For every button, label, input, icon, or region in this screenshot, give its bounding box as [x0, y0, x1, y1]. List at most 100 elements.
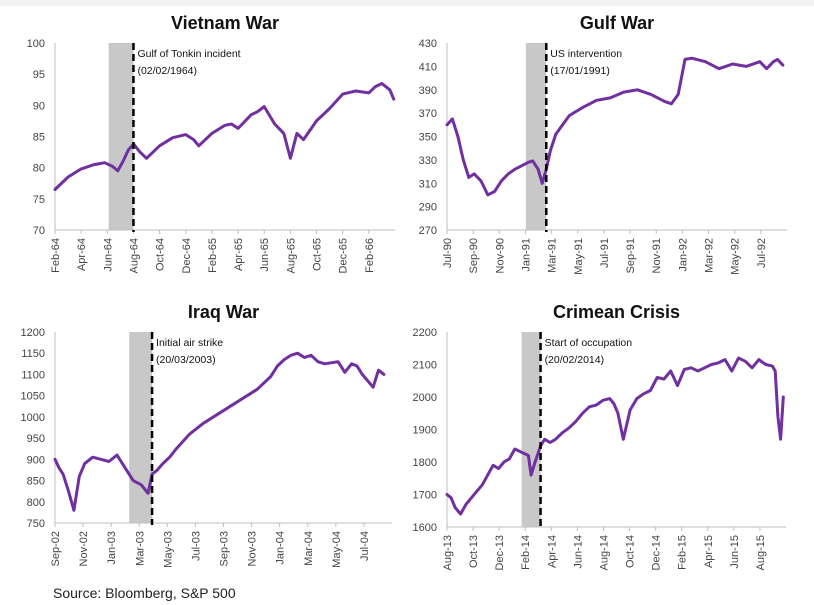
x-tick-label: Aug-15 [755, 535, 767, 570]
event-date: (17/01/1991) [550, 65, 610, 77]
source-note: Source: Bloomberg, S&P 500 [53, 585, 236, 601]
x-tick-label: Jan-04 [275, 531, 287, 565]
y-tick-label: 2200 [413, 327, 437, 339]
x-tick-label: Sep-91 [625, 238, 637, 273]
y-tick-label: 2000 [413, 392, 437, 404]
x-tick-label: Jul-04 [359, 531, 371, 561]
series-line [53, 82, 396, 191]
event-label: US intervention [550, 48, 622, 60]
x-tick-label: Nov-02 [78, 531, 90, 566]
y-tick-label: 310 [419, 178, 437, 190]
x-tick-label: Jun-14 [572, 535, 584, 569]
y-tick-label: 1800 [413, 457, 437, 469]
x-tick-label: Jul-91 [599, 238, 611, 268]
series-line [445, 56, 785, 197]
y-tick-label: 270 [419, 225, 437, 237]
series-line [445, 356, 785, 516]
chart-panel-iraq-war: Iraq War 750 800 850 900 950 1000 1050 1100 1150 1… [0, 295, 407, 590]
y-tick-label: 1700 [413, 490, 437, 502]
y-tick-label: 850 [27, 476, 45, 488]
x-tick-label: Jan-92 [677, 238, 689, 272]
y-tick-label: 1150 [21, 348, 45, 360]
chart-title: Gulf War [580, 13, 654, 33]
y-tick-label: 950 [27, 433, 45, 445]
x-tick-label: Mar-04 [303, 531, 315, 566]
event-label: Start of occupation [545, 337, 633, 349]
event-label: Gulf of Tonkin incident [137, 48, 240, 60]
y-tick-label: 800 [27, 497, 45, 509]
x-tick-label: Feb-66 [364, 238, 376, 273]
x-tick-label: Jun-15 [729, 535, 741, 569]
chart-panel-vietnam-war: Vietnam War 70 75 80 85 90 95 100 Feb-64 Apr-64 Ju… [0, 0, 407, 295]
y-tick-label: 370 [419, 108, 437, 120]
y-tick-label: 2100 [413, 360, 437, 372]
x-tick-label: Aug-13 [442, 535, 454, 570]
x-tick-label: Dec-65 [338, 238, 350, 273]
chart-panel-gulf-war: Gulf War 270 290 310 330 350 370 390 410 430 Jul-9… [407, 0, 814, 295]
y-tick-label: 95 [33, 69, 45, 81]
x-tick-label: Feb-14 [520, 535, 532, 570]
x-tick-label: Jan-91 [520, 238, 532, 272]
x-tick-label: Jun-64 [102, 238, 114, 272]
event-date: (20/03/2003) [156, 354, 216, 366]
chart-svg: Vietnam War 70 75 80 85 90 95 100 Feb-64 Apr-64 Ju… [27, 13, 396, 273]
y-tick-label: 1000 [21, 412, 45, 424]
y-tick-label: 100 [27, 38, 45, 50]
y-tick-label: 85 [33, 132, 45, 144]
y-tick-label: 900 [27, 454, 45, 466]
x-tick-label: May-03 [162, 531, 174, 568]
x-tick-label: Apr-14 [546, 535, 558, 568]
x-tick-label: Feb-65 [207, 238, 219, 273]
y-tick-label: 750 [27, 518, 45, 530]
event-label: Initial air strike [156, 337, 223, 349]
x-tick-label: Sep-03 [219, 531, 231, 566]
x-tick-label: Mar-03 [134, 531, 146, 566]
x-tick-label: Dec-13 [494, 535, 506, 570]
shaded-period [525, 43, 547, 230]
series-line [53, 351, 386, 512]
chart-title: Vietnam War [171, 13, 279, 33]
chart-panel-crimean-crisis: Crimean Crisis 1600 1700 1800 1900 2000 2100 22… [407, 295, 814, 590]
x-tick-label: Jul-03 [190, 531, 202, 561]
y-tick-label: 330 [419, 155, 437, 167]
y-tick-label: 350 [419, 132, 437, 144]
y-tick-label: 390 [419, 85, 437, 97]
chart-svg: Crimean Crisis 1600 1700 1800 1900 2000 2100 22… [413, 302, 786, 570]
x-tick-label: Jul-90 [442, 238, 454, 268]
x-tick-label: Dec-64 [181, 238, 193, 273]
shaded-period [129, 332, 153, 523]
y-tick-label: 1900 [413, 425, 437, 437]
x-tick-label: Mar-91 [547, 238, 559, 273]
y-tick-label: 70 [33, 225, 45, 237]
x-tick-label: May-04 [331, 531, 343, 568]
x-tick-label: Aug-65 [285, 238, 297, 273]
x-tick-label: Nov-90 [494, 238, 506, 273]
x-tick-label: Oct-65 [312, 238, 324, 271]
x-tick-label: May-92 [730, 238, 742, 275]
y-tick-label: 410 [419, 61, 437, 73]
x-tick-label: Aug-64 [128, 238, 140, 273]
x-tick-label: Apr-65 [233, 238, 245, 271]
x-tick-label: Nov-91 [651, 238, 663, 273]
x-tick-label: Sep-02 [50, 531, 62, 566]
chart-svg: Gulf War 270 290 310 330 350 370 390 410 430 Jul-9… [419, 13, 787, 275]
x-tick-label: Jul-92 [756, 238, 768, 268]
y-tick-label: 1100 [21, 369, 45, 381]
y-tick-label: 430 [419, 38, 437, 50]
y-tick-label: 90 [33, 100, 45, 112]
chart-title: Iraq War [188, 302, 259, 322]
x-tick-label: Oct-64 [155, 238, 167, 271]
x-tick-label: Sep-90 [468, 238, 480, 273]
x-tick-label: Dec-14 [651, 535, 663, 570]
x-tick-label: Oct-14 [625, 535, 637, 568]
x-tick-label: Jun-65 [259, 238, 271, 272]
y-tick-label: 1050 [21, 391, 45, 403]
chart-svg: Iraq War 750 800 850 900 950 1000 1050 1100 1150 1… [21, 302, 392, 568]
y-tick-label: 1200 [21, 327, 45, 339]
event-date: (20/02/2014) [545, 354, 605, 366]
y-tick-label: 75 [33, 194, 45, 206]
x-tick-label: Feb-64 [50, 238, 62, 273]
x-tick-label: Feb-15 [677, 535, 689, 570]
event-date: (02/02/1964) [137, 65, 197, 77]
x-tick-label: May-91 [573, 238, 585, 275]
